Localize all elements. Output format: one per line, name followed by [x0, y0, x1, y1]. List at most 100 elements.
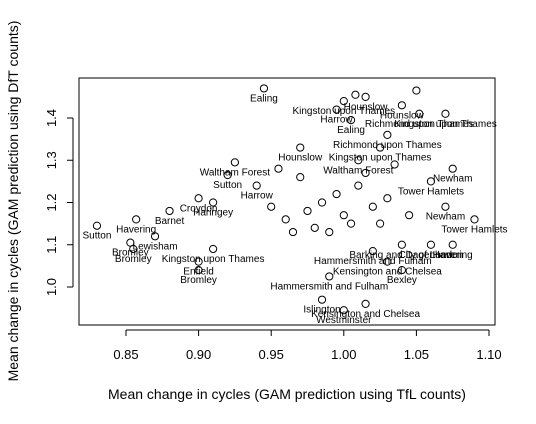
- point-label: Kingston upon Thames: [162, 254, 265, 265]
- scatter-point: [92, 221, 102, 230]
- scatter-point: [376, 219, 385, 228]
- point-label: Harrow: [320, 115, 353, 126]
- point-label: Haringey: [193, 208, 233, 219]
- point-label: Hounslow: [344, 102, 389, 113]
- point-label: Hammersmith and Fulham: [270, 281, 388, 292]
- point-label: Hounslow: [380, 110, 425, 121]
- scatter-point: [441, 109, 450, 118]
- y-tick-label: 1.1: [44, 236, 59, 254]
- y-tick-label: 1.2: [44, 193, 59, 211]
- scatter-point: [165, 206, 174, 216]
- x-tick-label: 0.90: [186, 347, 211, 362]
- point-label: Bromley: [112, 248, 149, 259]
- scatter-point: [209, 198, 218, 207]
- scatter-point: [346, 219, 356, 228]
- point-label: Kensington and Chelsea: [333, 267, 442, 278]
- scatter-point: [405, 211, 414, 220]
- scatter-point: [223, 170, 232, 180]
- scatter-point: [361, 168, 370, 178]
- point-label: Havering: [116, 224, 156, 235]
- point-label: Hammersmith and Fulham: [314, 256, 432, 267]
- point-label: Croydon: [180, 203, 218, 214]
- scatter-point: [397, 266, 406, 275]
- scatter-point: [332, 189, 341, 199]
- x-axis: 0.85 0.90 0.95 1.00 1.05 1.10: [113, 329, 502, 362]
- point-label: Havering: [433, 250, 473, 261]
- scatter-point: [354, 156, 363, 165]
- y-tick-label: 1.4: [44, 109, 59, 127]
- scatter-point: [339, 211, 348, 220]
- scatter-point: [354, 181, 363, 190]
- point-label: Kensington and Chelsea: [311, 309, 420, 320]
- scatter-point: [296, 173, 305, 182]
- scatter-point: [288, 227, 298, 237]
- x-tick-label: 1.10: [476, 347, 501, 362]
- scatter-point: [230, 158, 239, 167]
- x-tick-label: 0.85: [113, 347, 138, 362]
- scatter-point: [339, 306, 348, 315]
- x-tick-label: 1.05: [404, 347, 429, 362]
- point-label: Kingston upon Thames: [394, 119, 497, 130]
- scatter-point: [470, 215, 479, 224]
- scatter-point: [259, 84, 269, 93]
- scatter-point: [267, 202, 276, 211]
- scatter-point: [412, 86, 421, 95]
- scatter-point: [361, 299, 370, 308]
- scatter-point: [339, 97, 348, 106]
- scatter-point: [426, 240, 436, 249]
- point-label: Enfield: [183, 267, 214, 278]
- point-label: Newham: [426, 212, 465, 223]
- scatter-point: [274, 164, 283, 173]
- y-axis-title: Mean change in cycles (GAM prediction us…: [5, 21, 21, 382]
- scatter-point: [317, 295, 327, 304]
- y-axis: 1.0 1.1 1.2 1.3 1.4: [44, 109, 74, 296]
- point-label: Lewisham: [133, 241, 178, 252]
- point-label: Ealing: [250, 93, 278, 104]
- x-tick-label: 1.00: [331, 347, 356, 362]
- point-label: Bexley: [387, 275, 417, 286]
- scatter-point: [361, 92, 370, 101]
- scatter-point: [376, 143, 385, 152]
- x-tick-label: 0.95: [259, 347, 284, 362]
- scatter-point: [281, 215, 290, 224]
- scatter-point: [194, 194, 203, 203]
- scatter-point: [150, 232, 160, 241]
- scatter-point: [383, 130, 392, 139]
- point-label: Barnet: [155, 216, 185, 227]
- scatter-point: [332, 105, 341, 114]
- point-label: Tower Hamlets: [398, 186, 464, 197]
- point-label: Waltham Forest: [200, 167, 270, 178]
- scatter-point: [383, 194, 392, 203]
- scatter-point: [415, 109, 424, 118]
- scatter-point: [252, 181, 261, 190]
- point-label: Tower Hamlets: [441, 224, 507, 235]
- scatter-point: [132, 215, 141, 224]
- scatter-point: [426, 177, 436, 186]
- scatter-point: [310, 223, 319, 232]
- point-label: Islington: [303, 305, 340, 316]
- point-label: Richmond upon Thames: [333, 140, 442, 151]
- scatter-point: [397, 101, 406, 110]
- y-tick-label: 1.0: [44, 278, 59, 296]
- y-tick-label: 1.3: [44, 151, 59, 169]
- point-label: Richmond upon Thames: [365, 119, 474, 130]
- x-axis-title: Mean change in cycles (GAM prediction us…: [108, 386, 466, 402]
- point-label: Barking and Dagenham: [349, 250, 454, 261]
- scatter-point: [368, 202, 377, 211]
- scatter-point: [209, 244, 218, 254]
- points-layer: [92, 84, 479, 315]
- scatter-point: [194, 257, 203, 266]
- scatter-point: [296, 143, 305, 152]
- scatter-point: [129, 244, 138, 254]
- scatter-point: [448, 240, 457, 249]
- point-label: Bromley: [180, 275, 217, 286]
- point-label: Newham: [433, 174, 472, 185]
- point-label: Sutton: [82, 231, 111, 242]
- scatter-point: [390, 160, 399, 169]
- point-label: Waltham Forest: [323, 165, 393, 176]
- point-label: Kingston upon Thames: [329, 153, 432, 164]
- scatter-point: [346, 116, 356, 125]
- scatter-point: [317, 198, 327, 207]
